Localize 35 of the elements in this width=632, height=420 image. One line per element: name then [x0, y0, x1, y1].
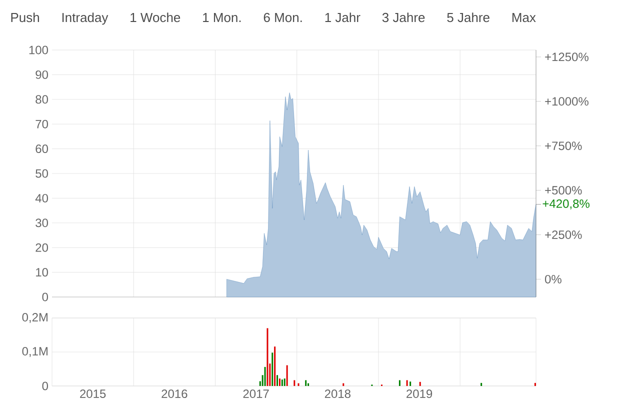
x-tick-label: 2015	[80, 390, 106, 398]
y-tick-label: 10	[36, 268, 48, 277]
y-tick-label: 100	[29, 46, 48, 54]
y-tick-label: 90	[36, 70, 48, 79]
y-tick-label: 70	[36, 120, 48, 128]
text: 3 Jahre	[382, 12, 425, 22]
y2-tick-label: +500%	[545, 186, 582, 195]
annotation: +420,8%	[542, 199, 590, 210]
y-tick-label: 20	[36, 243, 48, 252]
y-tick-label: 0,1M	[22, 347, 48, 357]
text: 1 Woche	[130, 12, 180, 22]
text: 6 Mon.	[264, 12, 302, 22]
text: Push	[11, 12, 39, 22]
x-tick-label: 2019	[406, 390, 432, 398]
y2-tick-label: +250%	[545, 230, 582, 239]
text: 5 Jahre	[447, 12, 490, 22]
y2-tick-label: 0%	[544, 274, 562, 284]
y-tick-label: 50	[36, 169, 48, 178]
y-tick-label: 80	[36, 95, 48, 104]
y-tick-label: 0	[42, 382, 48, 390]
x-tick-label: 2016	[162, 390, 188, 398]
y-tick-label: 40	[35, 194, 48, 202]
y-tick-label: 0	[42, 292, 48, 302]
text: Max	[512, 13, 536, 22]
y2-tick-label: +1000%	[545, 97, 588, 106]
y-tick-label: 0,2M	[22, 313, 48, 323]
y-tick-label: 30	[36, 218, 48, 228]
text: 1 Jahr	[325, 12, 360, 22]
text: Intraday	[62, 12, 108, 25]
y2-tick-label: +1250%	[545, 52, 588, 62]
text: 1 Mon.	[203, 13, 241, 22]
x-tick-label: 2017	[243, 390, 269, 398]
x-tick-label: 2018	[324, 390, 350, 398]
y-tick-label: 60	[36, 144, 48, 154]
y2-tick-label: +750%	[545, 142, 582, 150]
